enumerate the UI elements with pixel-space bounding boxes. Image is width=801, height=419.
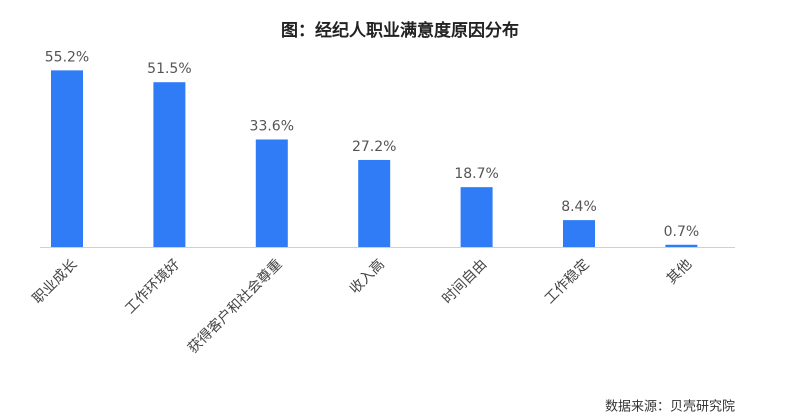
value-label: 33.6% — [250, 118, 294, 134]
x-tick-label: 获得客户和社会尊重 — [184, 256, 285, 357]
value-label: 55.2% — [45, 49, 89, 65]
value-label: 0.7% — [664, 224, 700, 240]
x-tick-label: 工作稳定 — [542, 256, 593, 307]
value-label: 51.5% — [147, 61, 191, 77]
chart-title: 图：经纪人职业满意度原因分布 — [281, 20, 519, 41]
bar — [255, 139, 288, 247]
value-label: 8.4% — [561, 199, 597, 215]
x-tick-label: 工作环境好 — [122, 256, 183, 317]
value-label: 27.2% — [352, 139, 396, 155]
bar — [51, 70, 83, 247]
value-label: 18.7% — [454, 166, 498, 182]
x-tick-label: 其他 — [664, 256, 695, 287]
x-tick-label: 职业成长 — [30, 256, 81, 307]
bar — [358, 159, 391, 247]
x-tick-label: 收入高 — [346, 256, 388, 298]
bar — [665, 244, 698, 247]
bar — [563, 220, 595, 247]
bar — [153, 82, 186, 247]
bar — [460, 187, 493, 247]
x-tick-label: 时间自由 — [439, 256, 490, 307]
source-note: 数据来源：贝壳研究院 — [605, 400, 735, 415]
